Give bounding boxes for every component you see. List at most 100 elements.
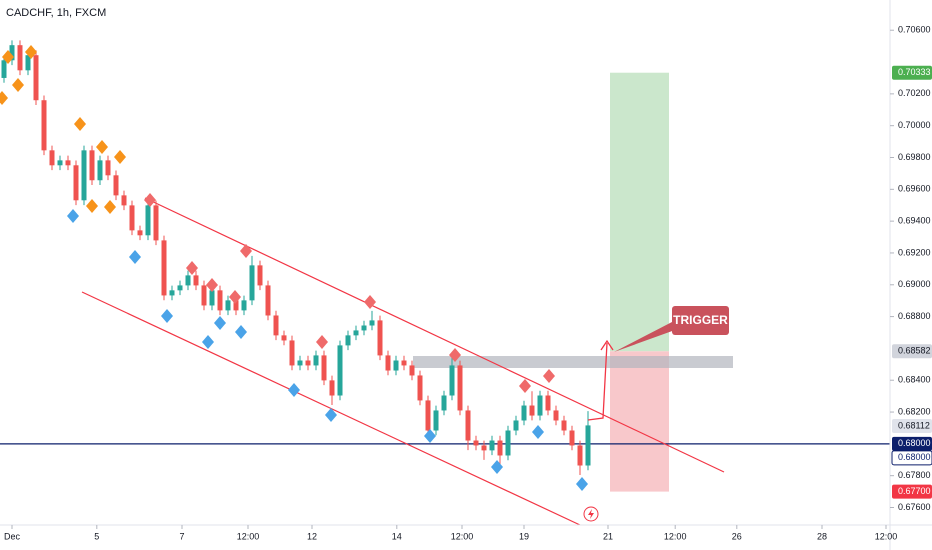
- price-label-box: [892, 436, 932, 451]
- price-label-box: [892, 65, 932, 80]
- candle-body: [457, 365, 463, 411]
- candle-body: [465, 410, 471, 441]
- candle-body: [249, 265, 255, 301]
- x-tick-label: 12:00: [237, 531, 260, 541]
- candle-body: [441, 395, 447, 411]
- candle-body: [529, 405, 535, 416]
- candle-body: [321, 355, 327, 381]
- candle-body: [105, 160, 111, 176]
- x-tick-label: 12:00: [451, 531, 474, 541]
- candle-body: [169, 290, 175, 296]
- price-label: 0.70333: [898, 67, 931, 77]
- candle-body: [449, 365, 455, 396]
- candle-body: [433, 410, 439, 431]
- y-tick-label: 0.68800: [898, 311, 931, 321]
- pivot-diamond: [0, 91, 8, 105]
- candle-body: [225, 300, 231, 311]
- price-label: 0.68000: [898, 452, 931, 462]
- price-label-box: [892, 344, 932, 359]
- pivot-diamond: [12, 78, 24, 92]
- candle-body: [409, 365, 415, 376]
- y-tick-label: 0.70600: [898, 25, 931, 35]
- pivot-diamond: [532, 425, 544, 439]
- candle-body: [193, 275, 199, 286]
- pivot-diamond: [161, 309, 173, 323]
- pivot-diamond: [129, 250, 141, 264]
- arrow-head: [600, 339, 614, 351]
- candle-body: [97, 160, 103, 181]
- candle-body: [89, 150, 95, 181]
- candle-body: [49, 150, 55, 166]
- candle-body: [113, 175, 119, 196]
- target-zone: [610, 72, 669, 352]
- price-label: 0.68582: [898, 346, 931, 356]
- pivot-diamond: [214, 316, 226, 330]
- candle-body: [201, 285, 207, 306]
- pivot-diamond: [144, 193, 156, 207]
- y-tick-label: 0.67600: [898, 502, 931, 512]
- pivot-diamond: [364, 295, 376, 309]
- candle-body: [545, 395, 551, 411]
- chart-title: CADCHF, 1h, FXCM: [6, 7, 106, 19]
- candle-body: [25, 55, 31, 71]
- pivot-diamond: [67, 209, 79, 223]
- pivot-diamond: [491, 460, 503, 474]
- price-label: 0.67700: [898, 486, 931, 496]
- pivot-diamond: [229, 290, 241, 304]
- candle-body: [393, 360, 399, 371]
- candle-body: [297, 360, 303, 366]
- x-tick-label: 5: [94, 531, 99, 541]
- candle-body: [273, 315, 279, 336]
- candle-body: [369, 320, 375, 326]
- price-label: 0.68000: [898, 438, 931, 448]
- x-tick-label: 26: [732, 531, 742, 541]
- callout-pointer: [614, 322, 675, 352]
- candle-body: [65, 160, 71, 166]
- candle-body: [177, 285, 183, 291]
- x-tick-label: 19: [519, 531, 529, 541]
- candle-body: [161, 240, 167, 296]
- y-tick-label: 0.67800: [898, 470, 931, 480]
- candle-body: [17, 45, 23, 71]
- y-tick-label: 0.69400: [898, 216, 931, 226]
- candle-body: [57, 160, 63, 166]
- pivot-diamond: [86, 199, 98, 213]
- candle-body: [473, 440, 479, 446]
- y-tick-label: 0.69200: [898, 247, 931, 257]
- price-label-box: [891, 450, 932, 466]
- candle-body: [521, 405, 527, 421]
- candle-body: [361, 325, 367, 331]
- price-label-box: [892, 484, 932, 499]
- candle-body: [561, 420, 567, 431]
- pivot-diamond: [186, 261, 198, 275]
- candle-body: [313, 355, 319, 366]
- y-tick-label: 0.69600: [898, 184, 931, 194]
- candle-body: [305, 360, 311, 366]
- y-tick-label: 0.68200: [898, 406, 931, 416]
- candle-body: [417, 375, 423, 401]
- price-label-box: [892, 419, 932, 434]
- candle-body: [513, 420, 519, 431]
- candle-body: [241, 300, 247, 311]
- callout-text: TRIGGER: [673, 313, 728, 327]
- y-tick-label: 0.69800: [898, 152, 931, 162]
- pivot-diamond: [449, 348, 461, 362]
- candle-body: [337, 345, 343, 396]
- x-tick-label: 12:00: [875, 531, 898, 541]
- pivot-diamond: [424, 429, 436, 443]
- candle-body: [385, 355, 391, 371]
- pivot-diamond: [519, 379, 531, 393]
- pivot-diamond: [206, 278, 218, 292]
- candle-body: [145, 205, 151, 236]
- candle-body: [585, 425, 591, 466]
- candle-body: [537, 395, 543, 416]
- channel-upper: [144, 197, 725, 473]
- price-label: 0.68112: [898, 420, 930, 430]
- pivot-diamond: [240, 244, 252, 258]
- candle-body: [401, 360, 407, 366]
- candle-body: [257, 265, 263, 286]
- candle-body: [153, 205, 159, 241]
- candle-body: [289, 340, 295, 366]
- candle-body: [281, 335, 287, 341]
- candle-body: [41, 100, 47, 151]
